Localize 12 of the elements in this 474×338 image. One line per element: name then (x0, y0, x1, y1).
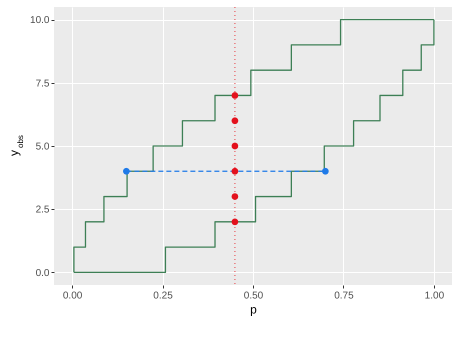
y-axis-title: yobs (7, 135, 25, 156)
x-tick-label: 0.50 (244, 290, 264, 302)
y-tick-label: 2.5 (36, 204, 50, 216)
x-tick-label: 0.25 (153, 290, 174, 302)
x-tick-label: 1.00 (424, 290, 445, 302)
y-tick-label: 10.0 (30, 15, 50, 26)
y-tick-label: 5.0 (36, 142, 50, 152)
y-tick-label: 7.5 (36, 78, 50, 90)
x-axis-title: p (250, 302, 258, 316)
x-tick-label: 0.00 (62, 290, 83, 302)
x-tick-label: 0.75 (334, 290, 354, 302)
y-tick-label: 0.0 (36, 268, 50, 279)
